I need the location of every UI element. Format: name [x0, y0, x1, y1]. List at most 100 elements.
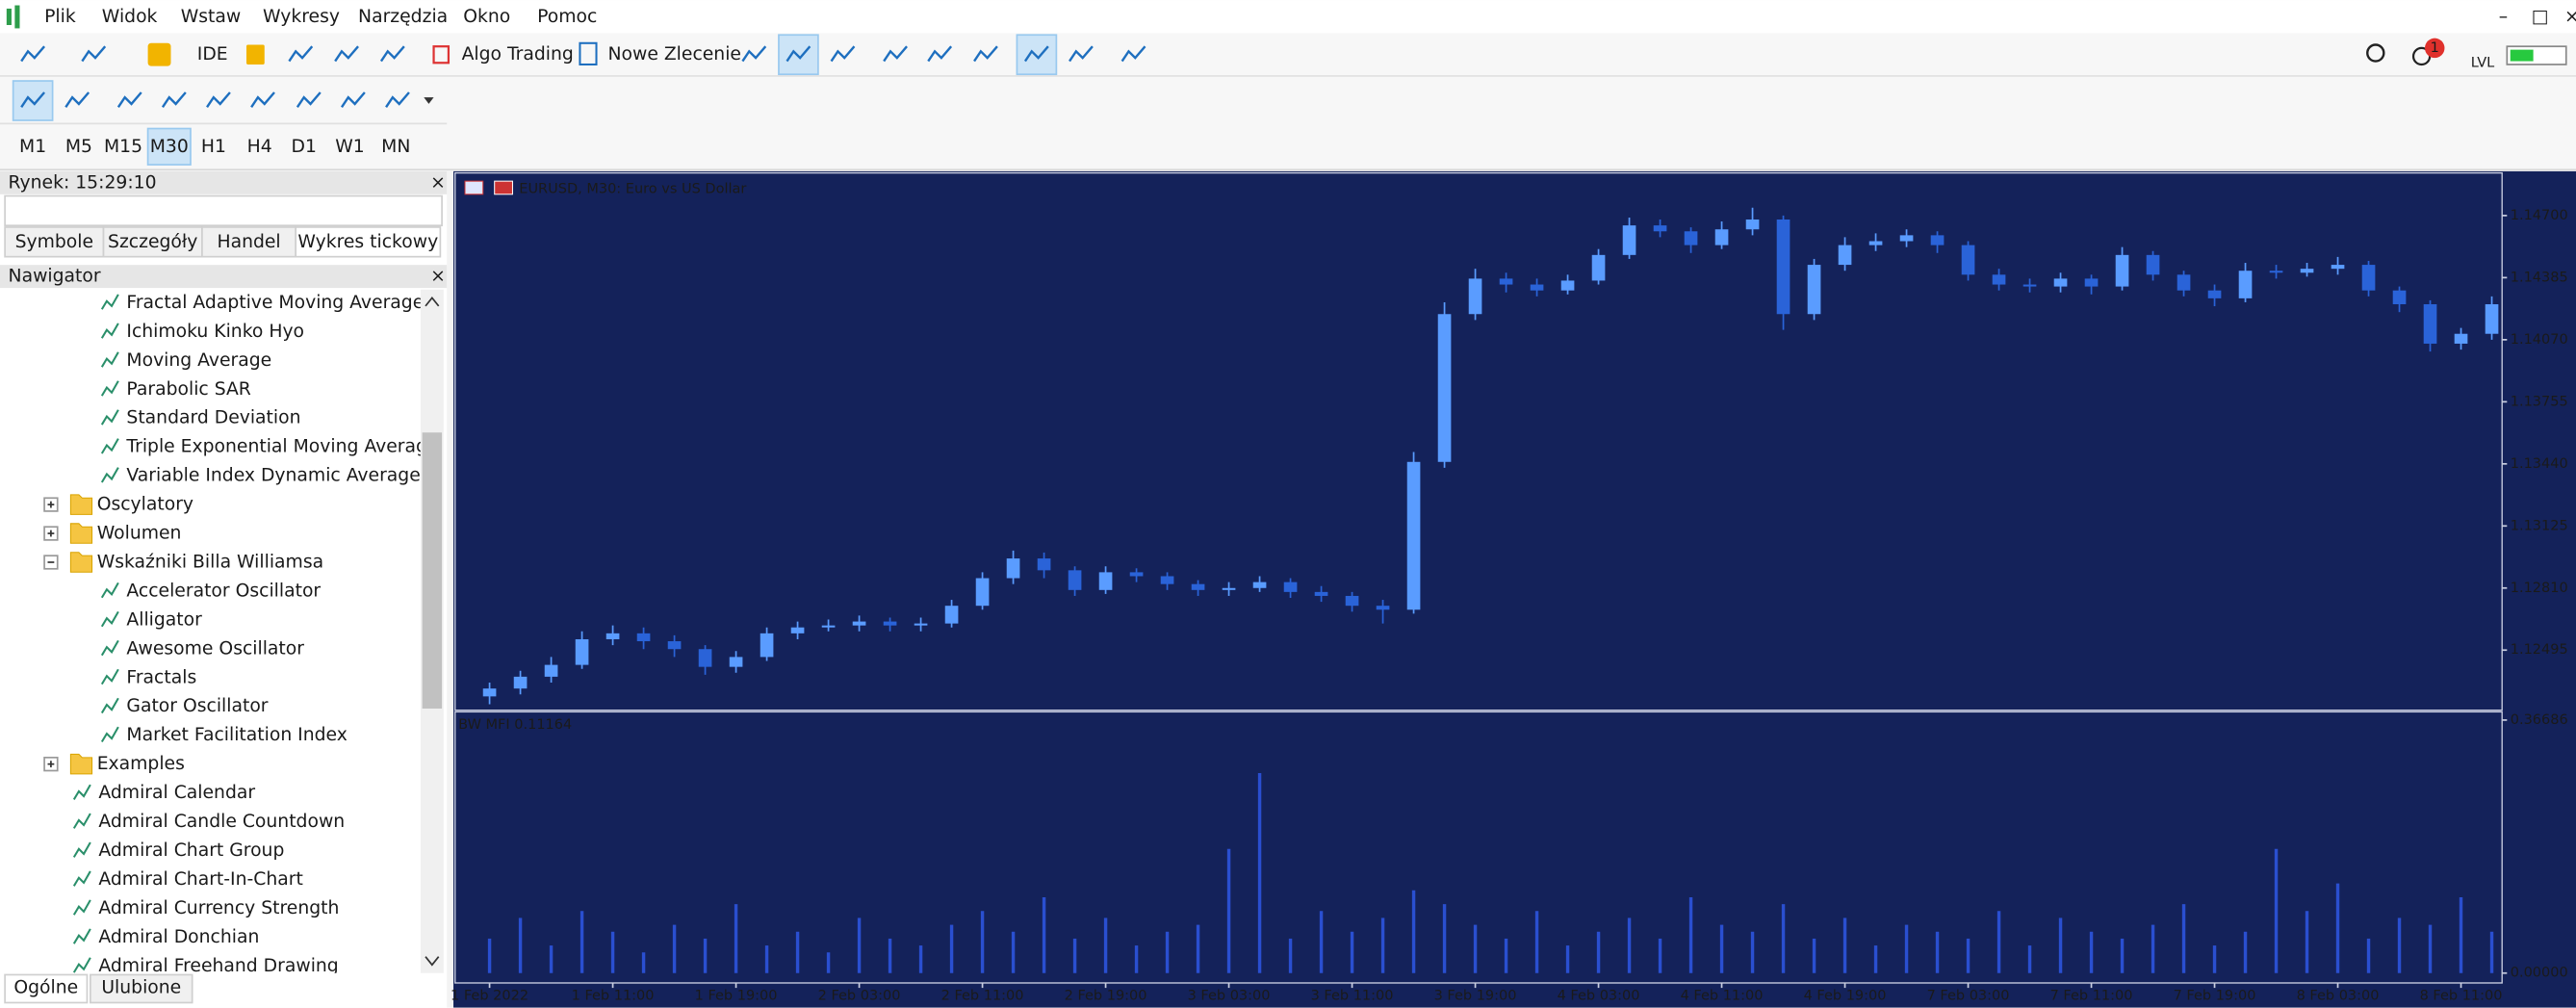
timeframe-button[interactable]: MN	[381, 137, 410, 157]
toolbar-button[interactable]	[288, 45, 314, 63]
navigator-item[interactable]: Fractals	[126, 667, 196, 687]
toolbar-button[interactable]	[20, 45, 45, 63]
tab[interactable]	[4, 226, 105, 258]
candle-body	[1437, 314, 1452, 462]
toolbar-label[interactable]: Algo Trading	[462, 44, 574, 65]
candle-body	[1006, 558, 1020, 579]
navigator-item[interactable]: Market Facilitation Index	[126, 725, 347, 745]
toolbar-button[interactable]	[973, 45, 998, 63]
navigator-item[interactable]: Admiral Currency Strength	[98, 898, 339, 918]
tab-label[interactable]: Ogólne	[13, 978, 78, 998]
toolbar-button[interactable]	[379, 45, 405, 63]
timeframe-button[interactable]: M1	[19, 137, 46, 157]
tab-label[interactable]: Wykres tickowy	[297, 232, 438, 252]
drawing-tool[interactable]	[385, 91, 410, 109]
navigator-item[interactable]: Admiral Candle Countdown	[98, 812, 345, 832]
navigator-item[interactable]: Wolumen	[97, 524, 182, 544]
tab[interactable]	[102, 226, 203, 258]
navigator-item[interactable]: Wskaźniki Billa Williamsa	[97, 553, 323, 573]
indicator-icon	[100, 697, 119, 714]
drawing-tool[interactable]	[340, 91, 366, 109]
toolbar-button[interactable]	[830, 45, 856, 63]
drawing-tool[interactable]	[206, 91, 231, 109]
y-tick-label: 1.14385	[2511, 270, 2568, 285]
timeframe-button[interactable]: H1	[201, 137, 226, 157]
tab-label[interactable]: Symbole	[15, 232, 93, 252]
drawing-tool[interactable]	[64, 91, 90, 109]
drawing-tool[interactable]	[116, 91, 142, 109]
menu-item[interactable]: Widok	[102, 7, 158, 27]
toolbar-button[interactable]	[1121, 45, 1146, 63]
indicator-icon	[100, 668, 119, 685]
toolbar-button[interactable]	[147, 42, 171, 66]
search-icon[interactable]	[2366, 43, 2385, 63]
toolbar-button[interactable]	[245, 44, 265, 65]
scroll-down[interactable]	[425, 956, 440, 967]
tab-label[interactable]: Szczegóły	[108, 232, 197, 252]
timeframe-button[interactable]: W1	[335, 137, 364, 157]
close-button[interactable]: ×	[430, 267, 446, 287]
drawing-tool[interactable]	[161, 91, 187, 109]
timeframe-button[interactable]: M5	[65, 137, 92, 157]
navigator-item[interactable]: Examples	[97, 754, 185, 774]
navigator-item[interactable]: Fractal Adaptive Moving Average	[126, 293, 424, 313]
navigator-item[interactable]: Admiral Donchian	[98, 927, 259, 947]
tab[interactable]	[295, 226, 442, 258]
window-control[interactable]: ×	[2564, 7, 2576, 27]
menu-item[interactable]: Wykresy	[263, 7, 340, 27]
tab[interactable]	[90, 973, 193, 1004]
scrollbar-thumb[interactable]	[422, 432, 443, 709]
toolbar-button[interactable]	[81, 45, 107, 63]
candles	[482, 207, 2499, 705]
tab[interactable]	[4, 973, 89, 1004]
toolbar-button[interactable]	[927, 45, 953, 63]
navigator-item[interactable]: Ichimoku Kinko Hyo	[126, 322, 304, 342]
tab[interactable]	[201, 226, 297, 258]
navigator-item[interactable]: Accelerator Oscillator	[126, 581, 321, 601]
toolbar-button[interactable]	[1069, 45, 1094, 63]
timeframe-button[interactable]: M15	[104, 137, 142, 157]
timeframe-button[interactable]: H4	[247, 137, 272, 157]
drawing-tool[interactable]	[250, 91, 275, 109]
navigator-item[interactable]: Admiral Calendar	[98, 783, 255, 803]
toolbar-button[interactable]	[883, 45, 908, 63]
navigator-item[interactable]: Awesome Oscillator	[126, 638, 304, 659]
navigator-item[interactable]: Gator Oscillator	[126, 696, 268, 716]
tab-label[interactable]: Handel	[217, 232, 280, 252]
toolbar-button[interactable]	[778, 34, 819, 76]
toolbar-label[interactable]: Nowe Zlecenie	[607, 44, 741, 65]
window-control[interactable]: –	[2499, 7, 2508, 27]
toolbar-label[interactable]: IDE	[197, 44, 228, 65]
tab-label[interactable]: Ulubione	[101, 978, 181, 998]
drawing-tool[interactable]	[296, 91, 322, 109]
navigator-item[interactable]: Admiral Chart-In-Chart	[98, 869, 302, 890]
toolbar-button[interactable]	[334, 45, 359, 63]
navigator-item[interactable]: Moving Average	[126, 350, 271, 371]
menu-item[interactable]: Plik	[44, 7, 76, 27]
candle-body	[1868, 241, 1883, 246]
indicator-icon	[100, 639, 119, 657]
menu-item[interactable]: Okno	[463, 7, 510, 27]
menu-item[interactable]: Narzędzia	[358, 7, 448, 27]
navigator-item[interactable]: Standard Deviation	[126, 408, 300, 428]
navigator-item[interactable]: Alligator	[126, 609, 202, 630]
close-button[interactable]: ×	[430, 172, 446, 193]
scroll-up[interactable]	[425, 296, 440, 307]
toolbar-button[interactable]	[1016, 34, 1058, 76]
drawing-tool[interactable]	[12, 80, 54, 121]
toolbar-button[interactable]	[741, 45, 767, 63]
timeframe-button[interactable]: D1	[292, 137, 317, 157]
menu-item[interactable]: Wstaw	[181, 7, 242, 27]
window-control[interactable]: □	[2532, 7, 2549, 27]
navigator-item[interactable]: Parabolic SAR	[126, 379, 250, 400]
navigator-item[interactable]: Variable Index Dynamic Average	[126, 466, 420, 486]
timeframe-button[interactable]: M30	[150, 137, 189, 157]
navigator-item[interactable]: Admiral Freehand Drawing	[98, 956, 338, 976]
icon-glyph	[973, 45, 998, 63]
icon-glyph	[20, 45, 45, 63]
navigator-item[interactable]: Triple Exponential Moving Average	[125, 437, 438, 457]
menu-item[interactable]: Pomoc	[537, 7, 597, 27]
navigator-item[interactable]: Oscylatory	[97, 495, 193, 515]
search-input[interactable]	[4, 194, 443, 227]
navigator-item[interactable]: Admiral Chart Group	[98, 840, 284, 861]
